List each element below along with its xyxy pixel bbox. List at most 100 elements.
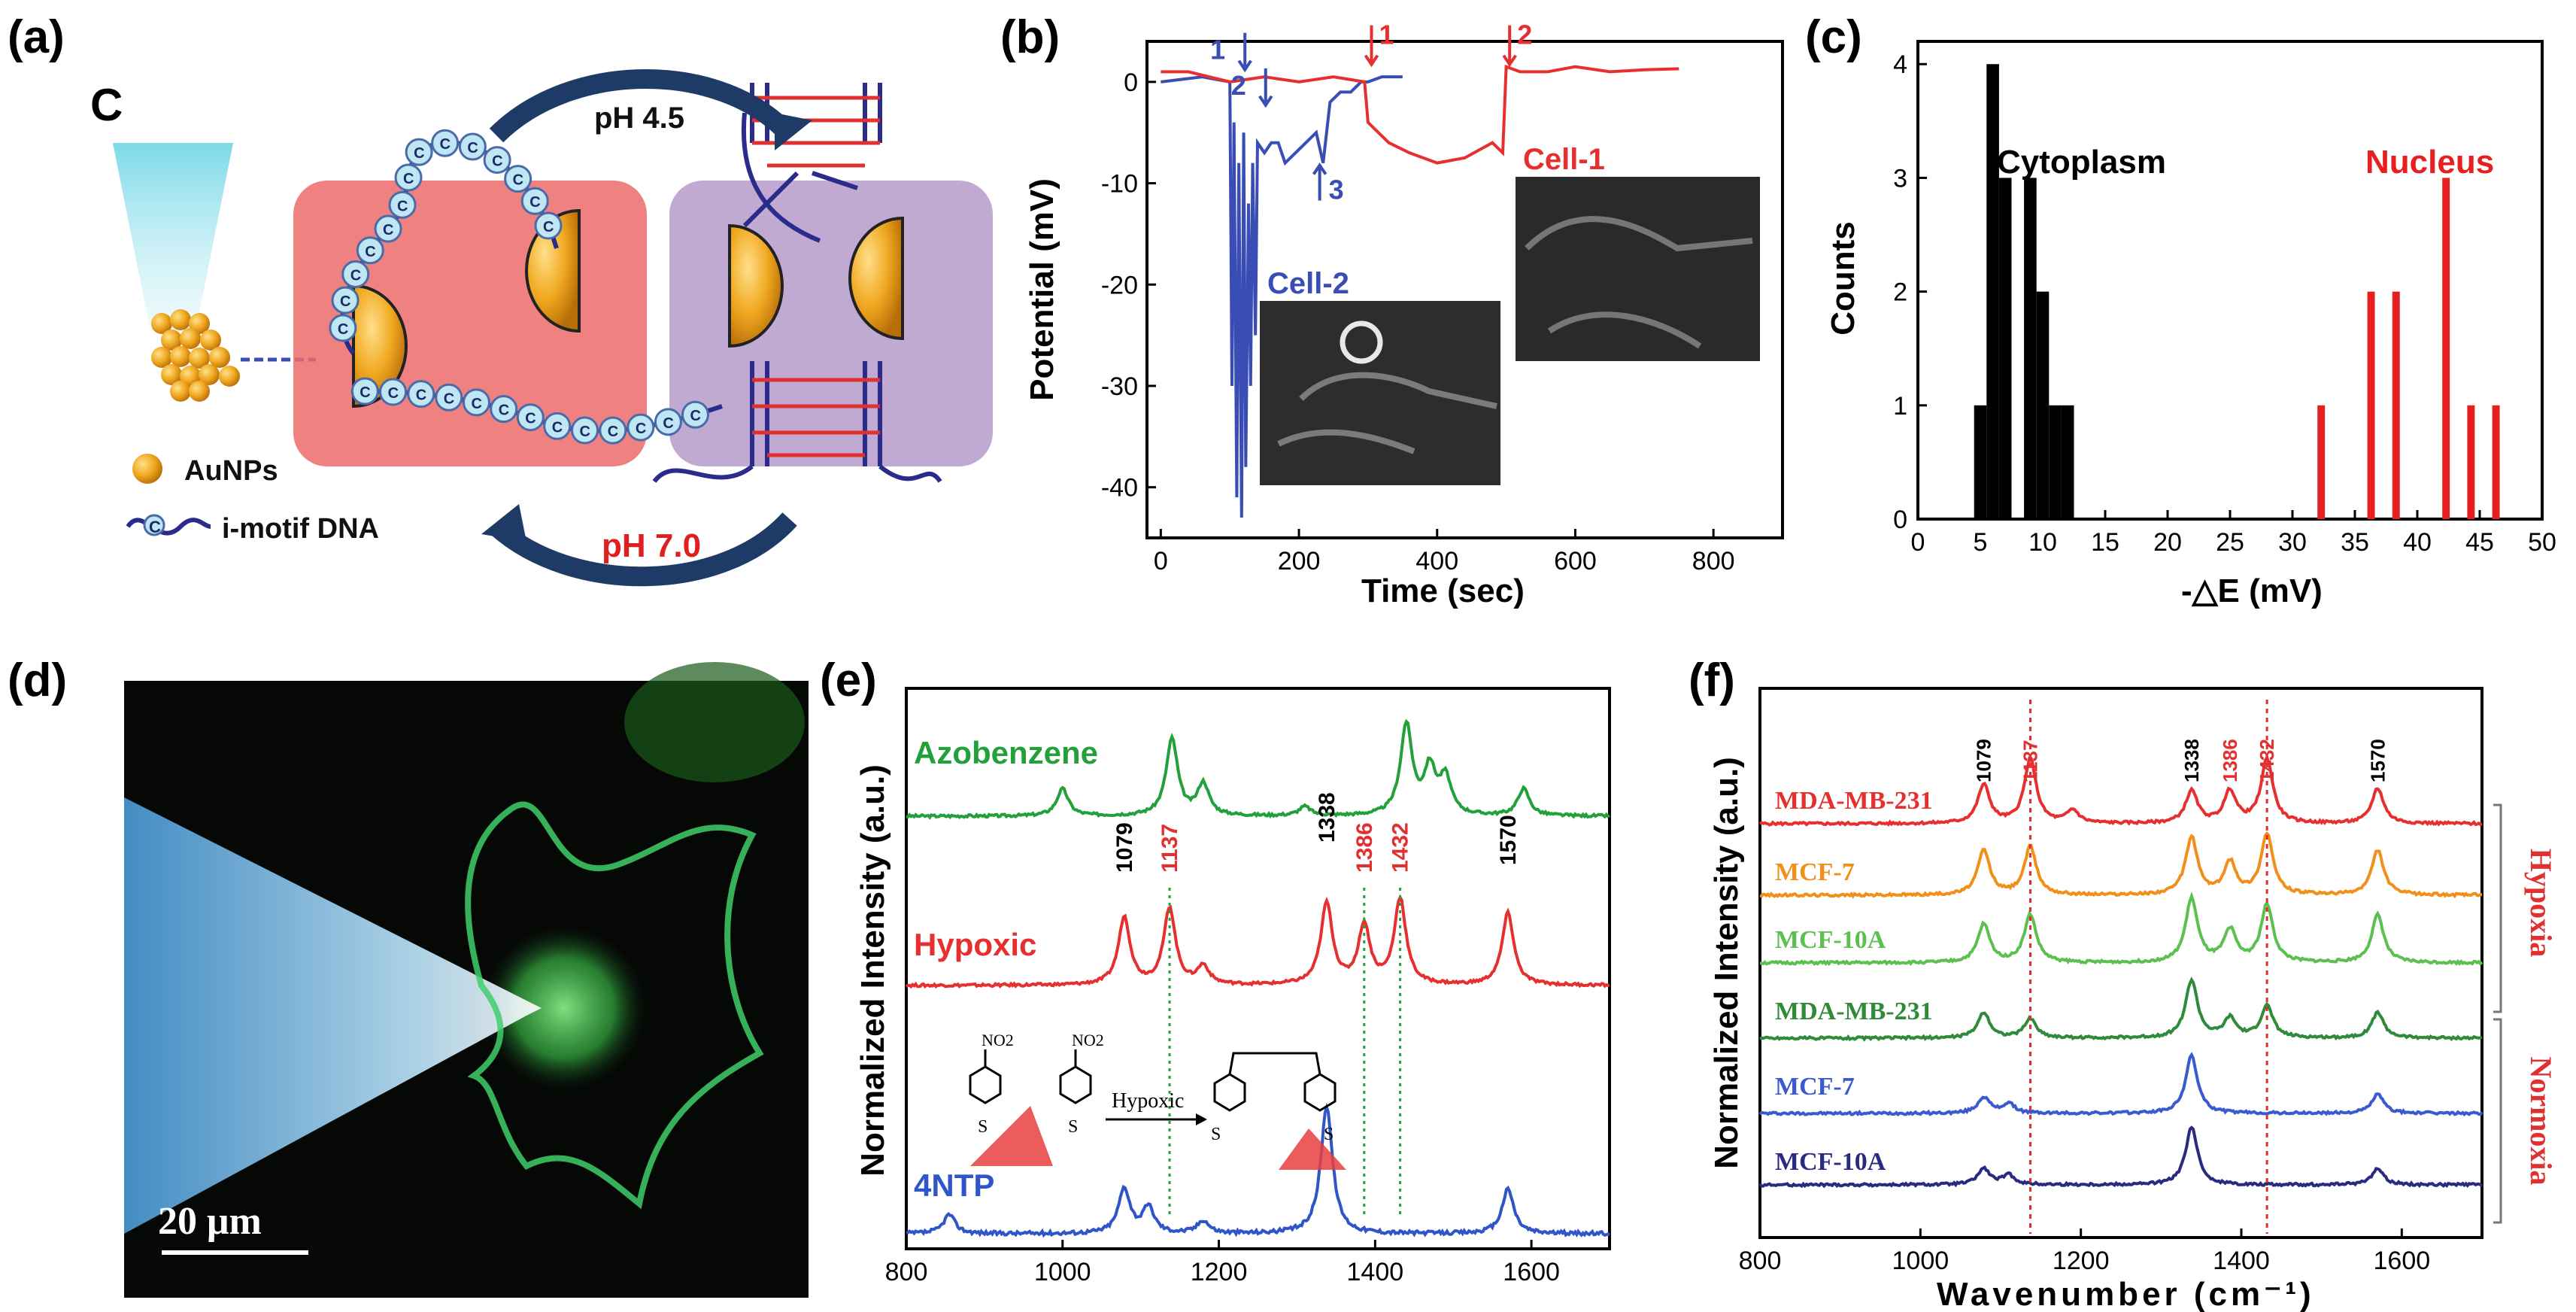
c-bead (654, 408, 682, 436)
bar-nucleus (2442, 178, 2450, 519)
s-atom-4: S (1324, 1125, 1334, 1144)
ph-arrow-bottom (490, 512, 797, 587)
b-ytick-label: 0 (1124, 68, 1138, 97)
b-marker-label: 1 (1379, 20, 1394, 50)
c-bead-label: C (513, 172, 523, 189)
s-atom-1: S (978, 1117, 988, 1137)
c-xtick-label: 20 (2153, 528, 2182, 557)
e-peak-label: 1137 (1158, 824, 1182, 873)
b-marker-label: 1 (1210, 35, 1225, 65)
c-bead (379, 378, 408, 406)
c-xtick-label: 45 (2465, 528, 2494, 557)
c-bead-label: C (543, 219, 554, 235)
c-bead (571, 416, 599, 445)
f-xtick-label: 1200 (2053, 1247, 2110, 1275)
f-ylabel: Normalized Intensity (a.u.) (1708, 757, 1745, 1169)
f-xtick-label: 1000 (1892, 1247, 1949, 1275)
cell-1-micrograph (1516, 177, 1760, 361)
f-series-label: MCF-10A (1775, 926, 1886, 954)
c-xtick-label: 10 (2028, 528, 2057, 557)
e-xtick-label: 1000 (1034, 1258, 1091, 1286)
spectrum-f-4 (1758, 1052, 2483, 1117)
panel-d-label: (d) (8, 654, 67, 706)
e-series-label: 4NTP (914, 1168, 994, 1203)
c-xlabel: -△E (mV) (2181, 572, 2323, 609)
ph-top-label: pH 4.5 (594, 102, 684, 135)
i-motif-structures (652, 83, 942, 483)
b-marker-label: 2 (1517, 20, 1532, 50)
e-peak-label: 1079 (1112, 822, 1137, 873)
panel-d: (d) 20 μm (8, 654, 809, 1298)
bar-nucleus (2467, 405, 2475, 519)
e-peak-label: 1338 (1315, 792, 1340, 843)
e-series-label: Azobenzene (914, 735, 1098, 770)
legend-dna-glyph: C (149, 518, 161, 536)
b-marker-label: 2 (1231, 70, 1246, 101)
c-bead (435, 383, 463, 412)
nucleus-label: Nucleus (2365, 144, 2494, 181)
c-bead (350, 377, 379, 405)
c-bead (462, 388, 490, 417)
f-peak-label: 1137 (2019, 740, 2041, 782)
c-bead-label: C (492, 153, 502, 170)
ph-bottom-label: pH 7.0 (602, 527, 701, 564)
bar-nucleus (2317, 405, 2326, 519)
b-xtick-label: 600 (1554, 547, 1597, 576)
c-bead (458, 132, 487, 161)
c-bead-label: C (440, 136, 451, 153)
c-xtick-label: 30 (2278, 528, 2307, 557)
cell-2-label: Cell-2 (1267, 267, 1349, 300)
c-xtick-label: 40 (2403, 528, 2432, 557)
e-xtick-label: 1400 (1347, 1258, 1404, 1286)
c-bead-label: C (552, 419, 563, 436)
bar-cytoplasm (2049, 405, 2062, 519)
bar-nucleus (2367, 291, 2375, 519)
c-bead (405, 138, 433, 166)
f-peak-label: 1338 (2180, 739, 2203, 782)
c-bead-label: C (365, 244, 375, 260)
c-bead (483, 146, 511, 175)
panel-a-label: (a) (8, 11, 65, 63)
b-ylabel: Potential (mV) (1024, 178, 1060, 401)
c-bead (516, 403, 545, 432)
c-bead (407, 380, 435, 408)
c-bead-label: C (690, 408, 700, 424)
micropipette (124, 797, 542, 1234)
c-bead-label: C (529, 194, 540, 211)
c-bead-label: C (416, 387, 426, 404)
c-xtick-label: 5 (1974, 528, 1988, 557)
c-bead (394, 163, 423, 192)
c-bead-label: C (636, 421, 646, 437)
reaction-scheme: NO2 NO2 S S S S Hypoxic (969, 1031, 1346, 1170)
c-bead-label: C (397, 198, 408, 214)
purple-box (669, 181, 993, 466)
c-ytick-label: 4 (1893, 50, 1907, 79)
spectrum-f-5 (1758, 1125, 2483, 1189)
e-ylabel: Normalized Intensity (a.u.) (854, 764, 891, 1177)
reaction-label: Hypoxic (1112, 1089, 1184, 1113)
c-bead (599, 416, 627, 445)
f-peak-label: 1079 (1973, 739, 1995, 782)
panel-f: (f) 800 1000 1200 1400 1600 MDA-MB-231 MCF-7 M… (1689, 654, 2558, 1312)
c-bead-label: C (383, 222, 393, 238)
c-bead-label: C (471, 396, 481, 412)
aunp-cluster (151, 309, 240, 402)
panel-e-label: (e) (820, 654, 877, 706)
bar-cytoplasm (2024, 178, 2037, 519)
f-peak-label: 1386 (2219, 739, 2241, 782)
c-bead (431, 129, 460, 157)
b-ytick-label: -40 (1101, 474, 1138, 503)
f-xtick-label: 1400 (2213, 1247, 2270, 1275)
cell-1-label: Cell-1 (1523, 143, 1605, 176)
legend-imotif: i-motif DNA (222, 513, 379, 545)
c-bead (520, 187, 549, 215)
ph-arrow-top (489, 69, 797, 143)
bar-cytoplasm (2061, 405, 2074, 519)
e-peak-label: 1386 (1352, 822, 1377, 873)
spectrum-f-1 (1759, 831, 2483, 899)
gold-hemispheres (352, 208, 904, 408)
no2-label-1: NO2 (982, 1031, 1014, 1049)
bar-cytoplasm (2036, 291, 2050, 519)
scale-bar-label: 20 μm (158, 1200, 262, 1243)
